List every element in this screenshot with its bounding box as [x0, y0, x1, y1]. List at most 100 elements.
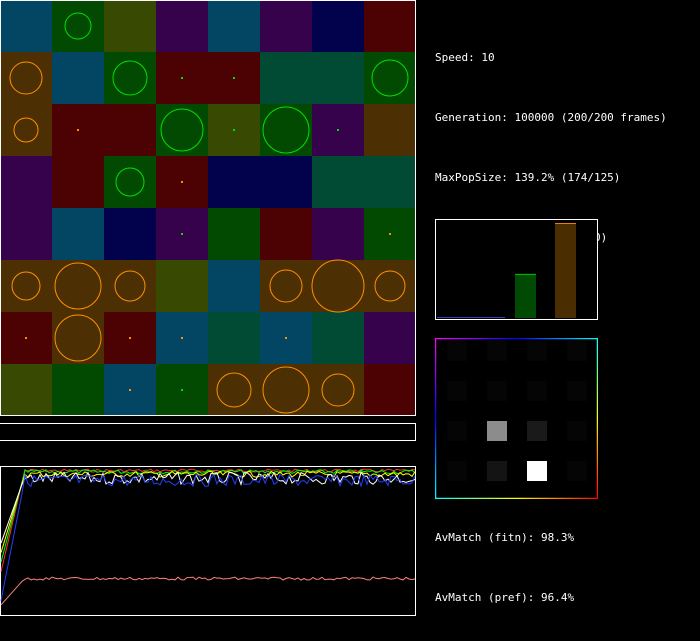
grid-cell — [156, 104, 208, 156]
matrix-cell — [527, 381, 547, 401]
grid-cell — [364, 312, 416, 364]
matrix-cell — [447, 341, 467, 361]
individual-dot — [233, 77, 235, 79]
stat-av-match-fitn: AvMatch (fitn): 98.3% — [435, 531, 575, 544]
population-ring — [371, 59, 409, 97]
series-pink — [0, 576, 416, 606]
series-white — [0, 471, 416, 544]
matrix-cell — [487, 341, 507, 361]
population-ring — [54, 314, 102, 362]
grid-cell — [364, 260, 416, 312]
grid-cell — [0, 208, 52, 260]
grid-cell — [104, 104, 156, 156]
grid-cell — [52, 312, 104, 364]
matrix-cell — [567, 381, 587, 401]
individual-dot — [181, 389, 183, 391]
individual-dot — [77, 129, 79, 131]
matrix-cell — [487, 461, 507, 481]
matrix-cell — [447, 461, 467, 481]
grid-cell — [52, 364, 104, 416]
series-green — [0, 468, 416, 563]
bar-m — [515, 273, 536, 318]
individual-dot — [233, 129, 235, 131]
grid-cell — [0, 104, 52, 156]
individual-dot — [337, 129, 339, 131]
matrix-cell — [527, 461, 547, 481]
matrix-cell — [487, 421, 507, 441]
grid-cell — [208, 364, 260, 416]
grid-cell — [312, 364, 364, 416]
grid-cell — [260, 364, 312, 416]
grid-cell — [364, 364, 416, 416]
individual-dot — [389, 233, 391, 235]
stat-max-pop-size: MaxPopSize: 139.2% (174/125) — [435, 171, 621, 184]
grid-cell — [364, 0, 416, 52]
grid-cell — [104, 260, 156, 312]
population-ring — [13, 117, 39, 143]
individual-dot — [25, 337, 27, 339]
matrix-cell — [527, 341, 547, 361]
grid-cell — [260, 0, 312, 52]
grid-cell — [0, 260, 52, 312]
matrix-cell — [567, 341, 587, 361]
individual-dot — [129, 337, 131, 339]
grid-cell — [312, 312, 364, 364]
history-graph — [0, 466, 416, 616]
grid-cell — [260, 260, 312, 312]
matrix-cell — [567, 421, 587, 441]
grid-cell — [364, 156, 416, 208]
stat-speed: Speed: 10 — [435, 51, 495, 64]
grid-cell — [260, 208, 312, 260]
population-ring — [64, 12, 92, 40]
matrix-cell — [527, 421, 547, 441]
population-ring — [374, 270, 406, 302]
grid-cell — [52, 208, 104, 260]
grid-cell — [0, 156, 52, 208]
grid-cell — [0, 0, 52, 52]
population-ring — [112, 60, 148, 96]
population-grid[interactable] — [0, 0, 416, 416]
matrix-cell — [447, 381, 467, 401]
grid-cell — [260, 52, 312, 104]
individual-dot — [181, 77, 183, 79]
population-ring — [160, 108, 204, 152]
grid-cell — [52, 156, 104, 208]
grid-cell — [104, 0, 156, 52]
grid-cell — [0, 364, 52, 416]
grid-cell — [0, 52, 52, 104]
individual-dot — [285, 337, 287, 339]
separator-bar — [0, 423, 416, 441]
grid-cell — [156, 260, 208, 312]
sex-ratio-bar-chart: m f — [435, 219, 598, 320]
grid-cell — [208, 208, 260, 260]
population-ring — [11, 271, 41, 301]
population-ring — [114, 270, 146, 302]
grid-cell — [208, 0, 260, 52]
grid-cell — [208, 156, 260, 208]
grid-cell — [312, 0, 364, 52]
population-ring — [311, 259, 365, 313]
mating-matrix — [435, 338, 598, 499]
grid-cell — [156, 0, 208, 52]
population-ring — [321, 373, 355, 407]
grid-border — [0, 0, 416, 416]
individual-dot — [181, 233, 183, 235]
population-ring — [54, 262, 102, 310]
grid-cell — [208, 260, 260, 312]
stat-generation: Generation: 100000 (200/200 frames) — [435, 111, 667, 124]
grid-cell — [312, 260, 364, 312]
grid-cell — [312, 208, 364, 260]
grid-cell — [364, 104, 416, 156]
population-ring — [262, 106, 310, 154]
matrix-cell — [487, 381, 507, 401]
grid-cell — [52, 52, 104, 104]
grid-cell — [52, 260, 104, 312]
grid-cell — [260, 156, 312, 208]
grid-cell — [364, 52, 416, 104]
matrix-cell — [567, 461, 587, 481]
grid-cell — [312, 156, 364, 208]
grid-cell — [208, 312, 260, 364]
bar-f — [555, 222, 576, 318]
population-ring — [269, 269, 303, 303]
series-yellow — [0, 470, 416, 553]
